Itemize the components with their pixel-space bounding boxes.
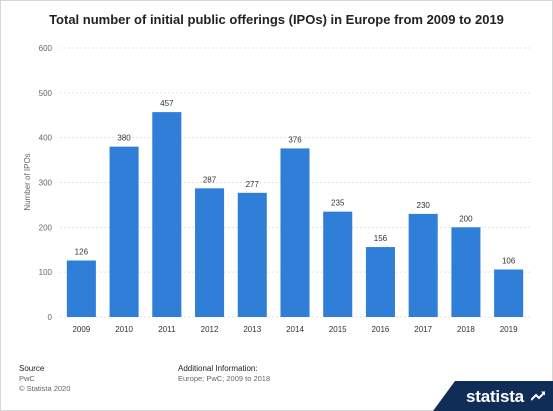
bar: [451, 227, 481, 317]
x-tick-label: 2019: [500, 325, 518, 334]
data-label: 376: [288, 135, 302, 144]
y-tick-label: 400: [39, 134, 53, 143]
bar: [237, 192, 267, 317]
bar: [109, 146, 139, 317]
copyright: © Statista 2020: [19, 384, 71, 393]
data-label: 277: [246, 180, 260, 189]
additional-info-text: Europe; PwC; 2009 to 2018: [178, 374, 271, 383]
chart-title: Total number of initial public offerings…: [49, 12, 504, 27]
data-label: 235: [331, 199, 345, 208]
x-tick-label: 2011: [158, 325, 176, 334]
data-label: 106: [502, 256, 516, 265]
bar: [195, 188, 225, 317]
x-tick-label: 2012: [201, 325, 219, 334]
y-tick-label: 600: [39, 44, 53, 53]
bars: [66, 112, 524, 317]
brand-name: statista: [466, 387, 524, 406]
footer-additional-info: Additional Information: Europe; PwC; 200…: [178, 364, 270, 384]
data-label: 457: [160, 99, 174, 108]
bar: [323, 211, 353, 317]
y-tick-label: 200: [39, 223, 53, 232]
y-axis-label: Number of IPOs: [23, 153, 32, 210]
y-tick-label: 100: [39, 268, 53, 277]
bar: [408, 213, 438, 317]
bar: [494, 269, 524, 317]
source-name[interactable]: PwC: [19, 374, 35, 383]
statista-logo-icon: [531, 391, 545, 401]
x-tick-label: 2015: [329, 325, 347, 334]
y-tick-label: 500: [39, 89, 53, 98]
source-heading: Source: [19, 364, 45, 373]
footer-source: Source PwC © Statista 2020: [19, 364, 70, 394]
y-axis-ticks: 0 100 200 300 400 500 600: [39, 44, 53, 322]
bar-chart: 126 380 457 287 277 376 235 156 230 200 106 0 100 20…: [23, 44, 530, 334]
data-label: 380: [117, 134, 131, 143]
x-tick-label: 2017: [414, 325, 432, 334]
data-label: 230: [417, 201, 431, 210]
x-tick-label: 2013: [243, 325, 261, 334]
bar: [66, 260, 96, 317]
y-tick-label: 0: [48, 313, 53, 322]
additional-info-heading: Additional Information:: [178, 364, 258, 373]
x-tick-label: 2009: [72, 325, 90, 334]
data-label: 287: [203, 175, 217, 184]
data-label: 156: [374, 234, 388, 243]
data-labels: 126 380 457 287 277 376 235 156 230 200 106: [75, 99, 516, 265]
bar: [365, 247, 395, 317]
x-tick-label: 2018: [457, 325, 475, 334]
y-tick-label: 300: [39, 179, 53, 188]
data-label: 200: [459, 214, 473, 223]
x-tick-label: 2014: [286, 325, 304, 334]
statista-brand[interactable]: statista: [433, 381, 553, 411]
x-tick-label: 2010: [115, 325, 133, 334]
x-axis-ticks: 2009 2010 2011 2012 2013 2014 2015 2016 2017 2018…: [72, 325, 518, 334]
data-label: 126: [75, 248, 89, 257]
bar: [152, 112, 182, 317]
x-tick-label: 2016: [372, 325, 390, 334]
bar: [280, 148, 310, 317]
